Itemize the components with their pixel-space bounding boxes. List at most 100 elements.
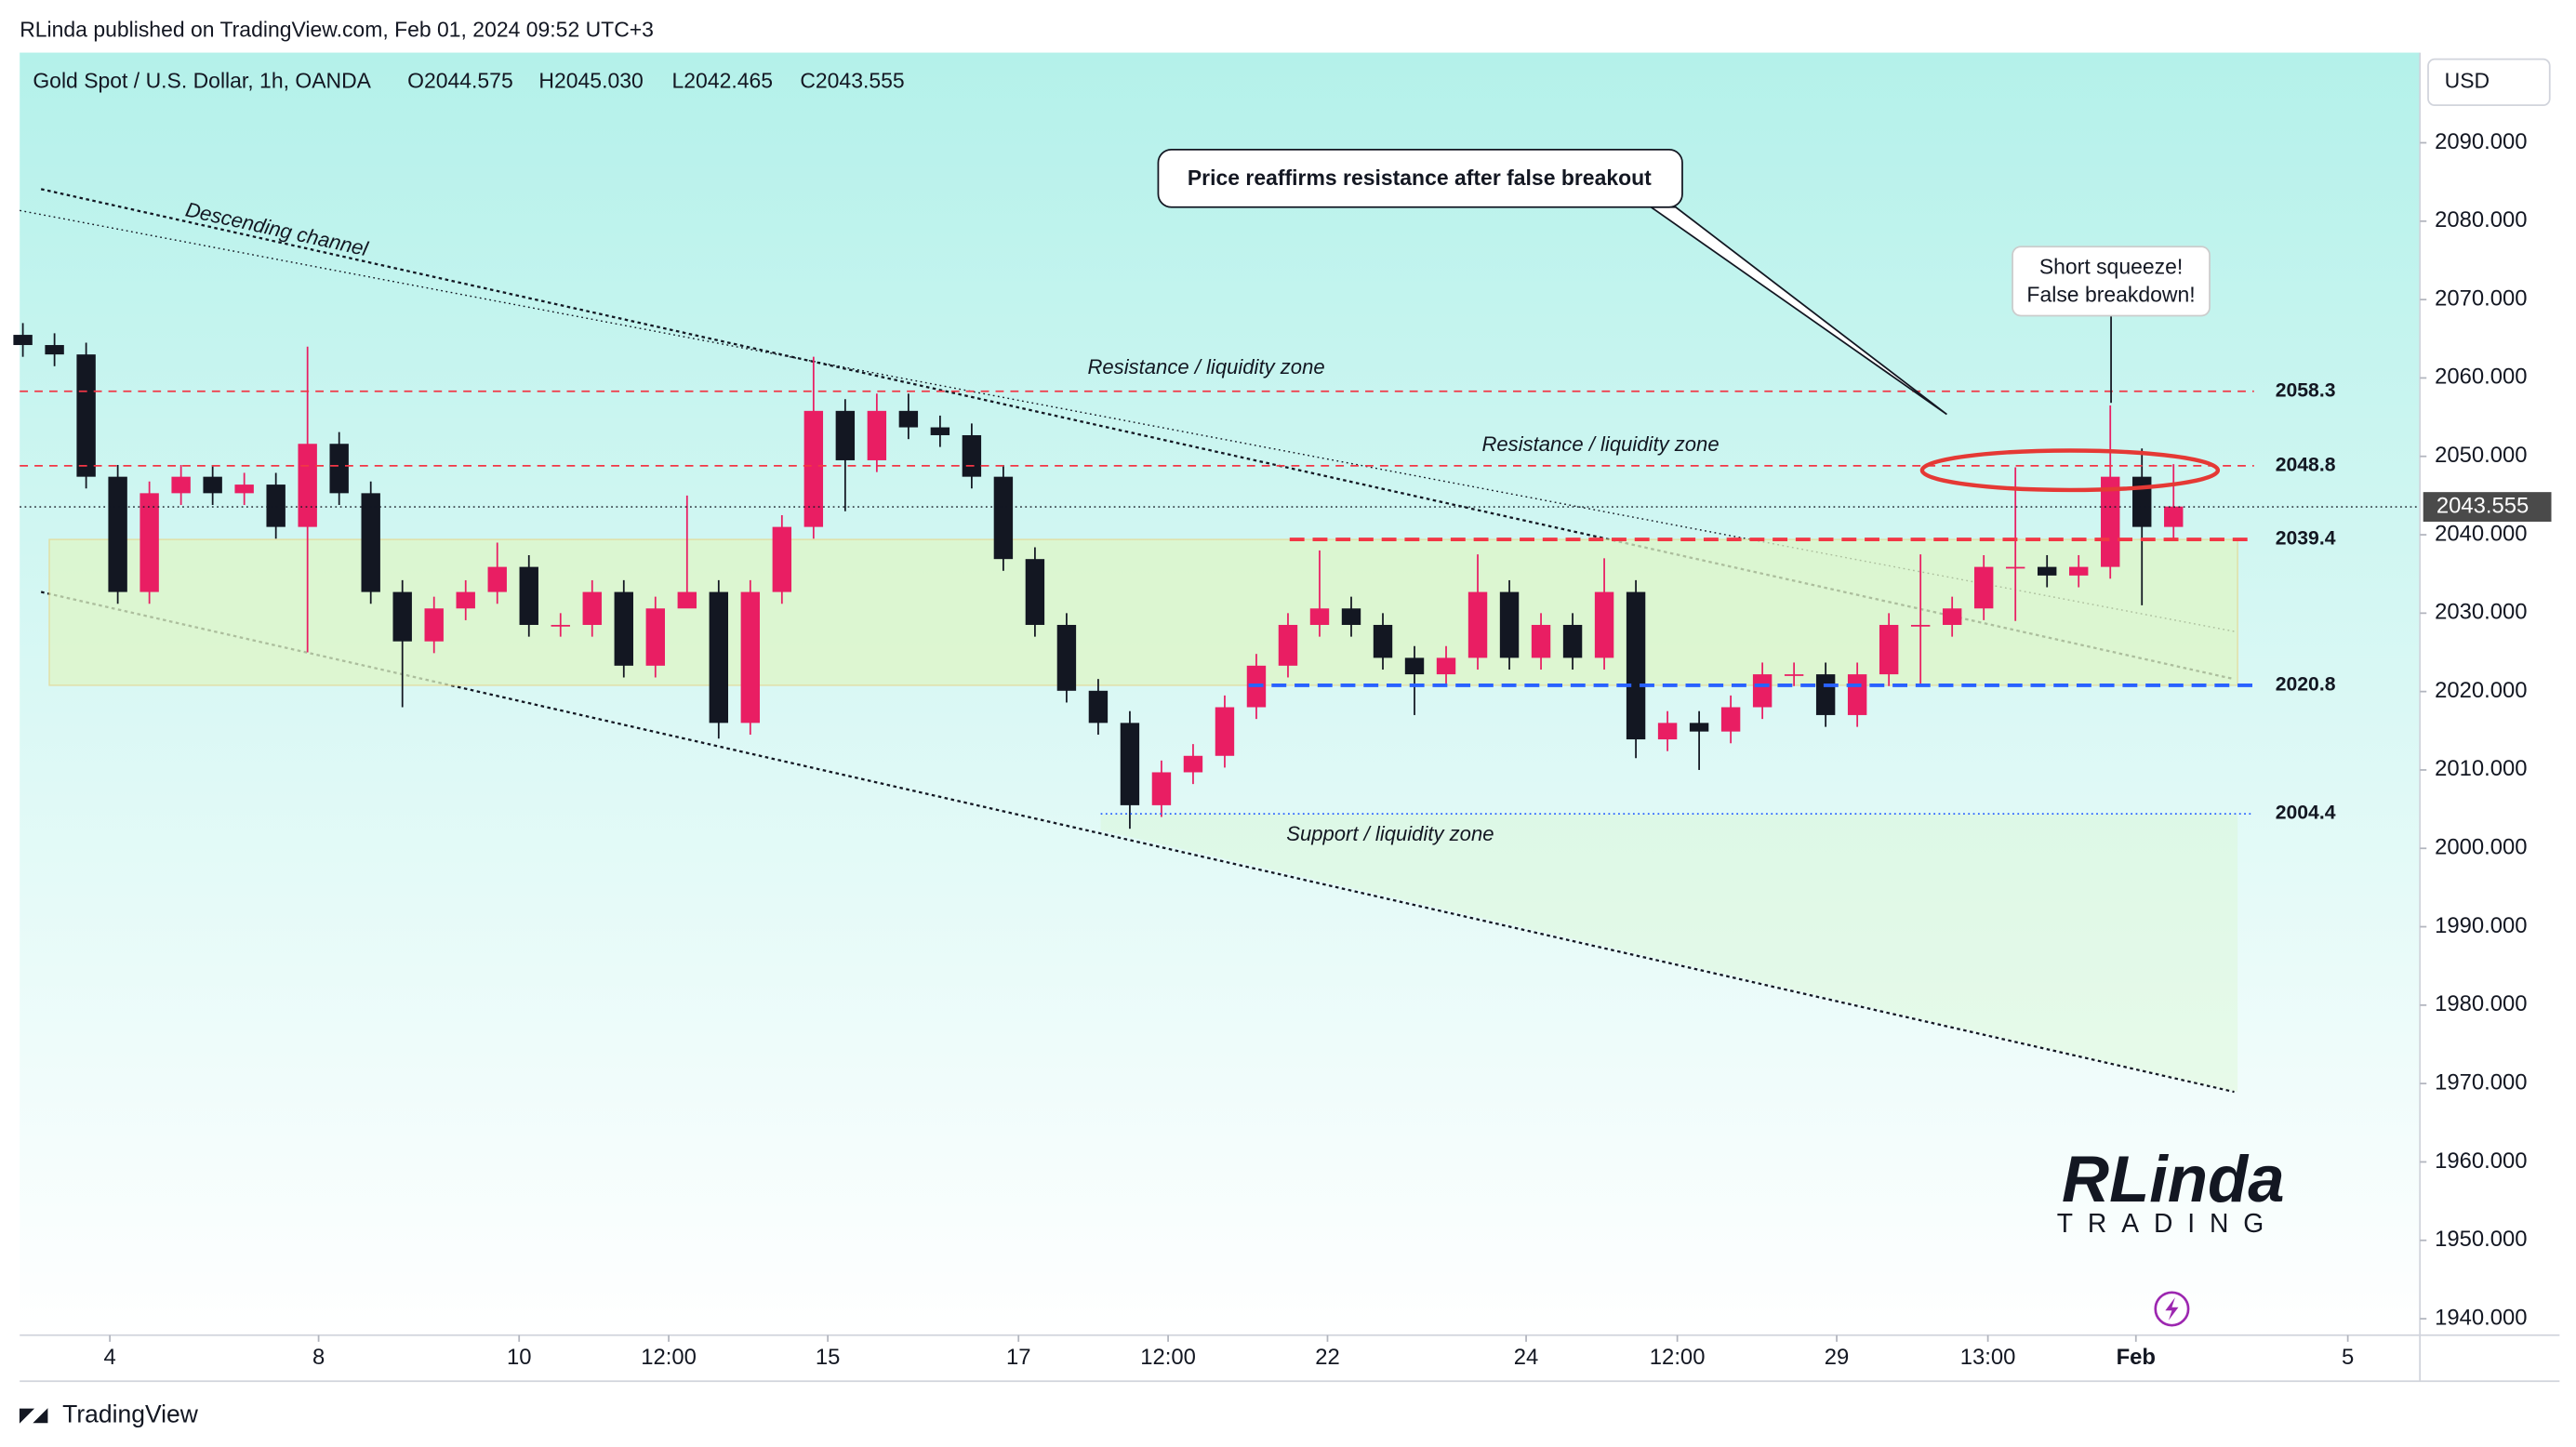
candle-body	[1341, 608, 1361, 625]
y-tick-label: 2030.000	[2435, 600, 2527, 625]
candle-body	[1151, 772, 1172, 805]
candle-body	[740, 591, 761, 724]
candle-body	[2101, 476, 2120, 567]
candle-body	[1183, 755, 1203, 773]
candle-body	[2132, 476, 2152, 527]
footer: TradingView	[62, 1400, 199, 1427]
liquidity-zone	[48, 538, 2238, 686]
ohlc-low: L2042.465	[672, 68, 774, 92]
zone-label: Resistance / liquidity zone	[1481, 432, 1719, 456]
candle-body	[298, 444, 317, 527]
candle-body	[1088, 690, 1109, 724]
candle-body	[2164, 506, 2184, 527]
y-tick-label: 1970.000	[2435, 1069, 2527, 1095]
icon[interactable]	[2154, 1291, 2190, 1327]
candle-body	[772, 526, 792, 592]
candle-body	[424, 608, 444, 642]
candle-body	[1784, 674, 1804, 676]
ohlc-open: O2044.575	[407, 68, 513, 92]
symbol-title: Gold Spot / U.S. Dollar, 1h, OANDA	[33, 68, 371, 92]
candle-body	[1531, 624, 1551, 658]
candle-body	[108, 476, 127, 592]
candle-body	[1056, 624, 1077, 691]
candle-body	[1499, 591, 1520, 658]
plot-area	[20, 52, 2421, 1335]
candle-body	[898, 410, 919, 428]
candle-body	[1278, 624, 1298, 666]
candle-body	[361, 493, 380, 592]
candle-body	[1436, 657, 1456, 675]
y-tick-label: 2010.000	[2435, 756, 2527, 781]
candle-body	[709, 591, 729, 724]
candle-body	[1309, 608, 1330, 625]
logo-brand: RLinda	[2062, 1142, 2284, 1215]
y-tick-label: 1990.000	[2435, 913, 2527, 938]
candle-body	[1626, 591, 1646, 740]
y-tick-label: 2090.000	[2435, 129, 2527, 154]
currency: USD	[2445, 68, 2490, 92]
callout-text: Price reaffirms resistance after false b…	[1188, 166, 1652, 190]
candle-body	[13, 335, 33, 346]
candle-body	[1025, 559, 1045, 625]
x-tick-label: 13:00	[1960, 1345, 2016, 1370]
callout-text: False breakdown!	[2026, 282, 2195, 306]
logo-sub: TRADING	[2057, 1208, 2278, 1238]
candle-body	[76, 354, 96, 477]
candle-body	[1215, 707, 1235, 756]
candle-body	[551, 624, 570, 627]
x-tick-label: 4	[103, 1345, 115, 1370]
candle-body	[930, 427, 950, 435]
y-tick-label: 2040.000	[2435, 521, 2527, 546]
level-label: 2048.8	[2276, 454, 2336, 475]
x-tick-label: 17	[1006, 1345, 1031, 1370]
y-tick-label: 2000.000	[2435, 835, 2527, 860]
candle-body	[171, 476, 191, 494]
candle-body	[1815, 674, 1836, 715]
candle-body	[2005, 566, 2025, 569]
candle-body	[1373, 624, 1393, 658]
icon	[2165, 1297, 2179, 1321]
level-label: 2058.3	[2276, 379, 2336, 401]
candle-body	[645, 608, 665, 666]
publisher: RLinda published on TradingView.com, Feb…	[20, 18, 654, 42]
candle-body	[2038, 566, 2057, 576]
candle-body	[1720, 707, 1741, 732]
highlight-ellipse	[1919, 448, 2221, 493]
candle-body	[1467, 591, 1488, 658]
currency-button[interactable]	[2427, 58, 2551, 107]
candle-body	[677, 591, 697, 609]
candle-body	[582, 591, 602, 625]
candle-body	[392, 591, 412, 642]
x-tick-label: 10	[507, 1345, 532, 1370]
x-tick-label: 12:00	[641, 1345, 697, 1370]
y-tick-label: 2080.000	[2435, 207, 2527, 232]
zone-label: Resistance / liquidity zone	[1087, 355, 1324, 378]
candle-body	[803, 410, 824, 527]
support-zone	[1100, 814, 2238, 1093]
candle-body	[1752, 674, 1773, 708]
candle-body	[1847, 674, 1867, 715]
y-tick-label: 1950.000	[2435, 1227, 2527, 1252]
candle-body	[1404, 657, 1425, 675]
zone-label: Support / liquidity zone	[1286, 822, 1494, 845]
level-label: 2020.8	[2276, 673, 2336, 695]
candle-body	[234, 485, 254, 494]
candle-body	[614, 591, 633, 666]
candle-body	[867, 410, 887, 460]
candle-body	[329, 444, 349, 494]
tv-mark: ◤◢	[19, 1405, 47, 1426]
callout-box	[1157, 149, 1683, 208]
candle-body	[1973, 566, 1994, 609]
callout-text: Short squeeze!	[2039, 254, 2183, 278]
candle-body	[456, 591, 475, 609]
last-price-box	[2423, 492, 2552, 522]
candle-body	[266, 485, 285, 527]
x-tick-label: 24	[1514, 1345, 1539, 1370]
candle-body	[962, 434, 982, 477]
x-tick-label: Feb	[2117, 1345, 2156, 1370]
y-tick-label: 2060.000	[2435, 365, 2527, 390]
candle-body	[519, 566, 538, 625]
x-tick-label: 8	[312, 1345, 325, 1370]
callout-box	[2012, 246, 2211, 317]
